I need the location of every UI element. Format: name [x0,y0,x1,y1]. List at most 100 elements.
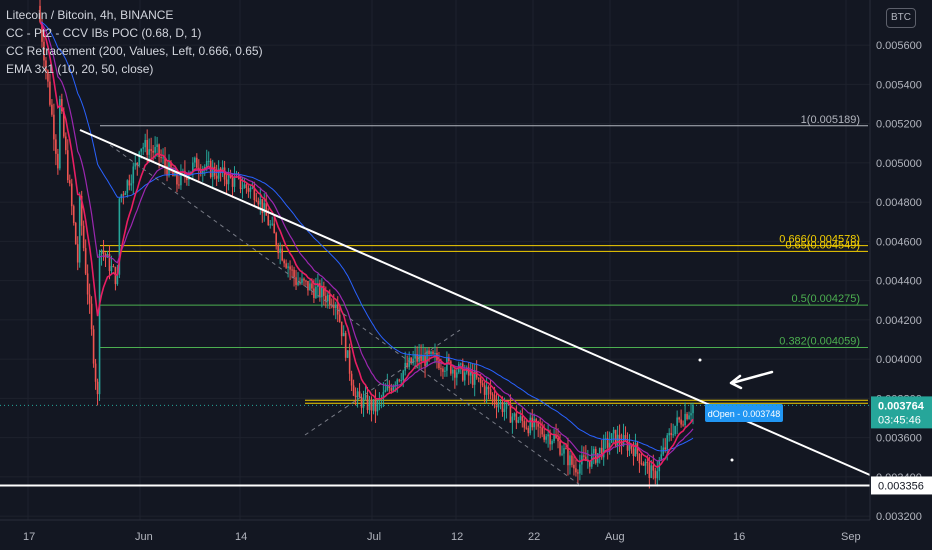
support-price-box [871,476,932,495]
arrow-head-icon [729,374,743,390]
candle-body [255,200,258,202]
candle-body [267,215,270,226]
x-tick-label: 16 [733,531,745,543]
candle-body [275,233,277,246]
candle-body [519,416,522,421]
candle-body [199,170,202,174]
candle-body [563,448,565,454]
candle-body [523,421,526,428]
candle-body [600,447,603,458]
candle-body [598,447,601,454]
candle-body [561,453,563,455]
candle-body [98,253,101,395]
candle-body [84,248,87,274]
time-axis[interactable]: 17 Jun 14 Jul 12 22 Aug 16 Sep [0,519,870,543]
candle-body [68,180,71,184]
candle-body [309,283,311,291]
candle-body [196,157,198,168]
candle-body [525,427,528,429]
candle-body [303,278,305,281]
candle-body [239,176,242,189]
candle-body [154,147,156,153]
candle-body [305,280,307,282]
price-axis[interactable]: 0.005600 0.005400 0.005200 0.005000 0.004800… [869,0,932,523]
candle-body [176,171,178,185]
candle-body [273,223,276,234]
candle-body [684,413,686,426]
candle-body [450,361,452,374]
candle-body [592,449,595,454]
candle-body [652,465,655,471]
candle-body [483,385,486,395]
candle-body [654,470,657,479]
arrow-icon [730,370,774,385]
candle-body [225,179,228,185]
candle-body [630,444,633,449]
candle-body [577,472,579,474]
indicator-retracement-label[interactable]: CC Retracement (200, Values, Left, 0.666… [6,44,263,58]
candle-body [102,250,105,254]
candle-body [541,427,543,435]
candle-body [124,192,127,196]
candle-body [249,188,252,192]
candle-body [583,455,585,457]
candle-body [537,421,539,427]
currency-badge[interactable]: BTC [886,8,916,28]
candle-body [231,177,234,187]
candle-body [529,417,532,434]
candle-body [138,151,141,166]
candle-body [269,224,272,226]
candle-body [55,139,57,154]
candle-body [160,157,162,159]
candle-body [368,399,371,410]
candle-body [360,397,363,408]
candle-body [678,417,680,420]
candle-body [352,385,355,396]
y-tick-label: 0.005000 [876,158,922,170]
candle-body [378,398,381,401]
candle-body [463,372,466,381]
indicator-poc-label[interactable]: CC - Pt2 - CCV IBs POC (0.68, D, 1) [6,26,202,40]
y-tick-label: 0.004400 [876,276,922,288]
candle-body [456,372,458,378]
candle-body [66,150,69,181]
candle-body [642,463,645,466]
candle-body [88,294,91,304]
fib-level-label: 0.5(0.004275) [792,293,861,305]
candle-body [217,168,220,179]
candle-body [533,419,536,428]
symbol-title[interactable]: Litecoin / Bitcoin, 4h, BINANCE [6,8,174,22]
candle-body [132,166,135,184]
countdown-label: 03:45:46 [878,414,921,426]
fibonacci-retracement: 1(0.005189) 0.666(0.004578)0.65(0.004549)… [100,114,868,404]
candle-body [388,385,391,389]
candle-body [53,114,55,140]
candle-body [551,441,553,445]
indicator-ema-label[interactable]: EMA 3x1 (10, 20, 50, close) [6,62,154,76]
candle-body [356,391,359,398]
candle-body [585,456,587,461]
fib-level-label: 0.65(0.004549) [785,239,860,251]
y-tick-label: 0.004800 [876,197,922,209]
candle-body [565,448,567,450]
candle-body [620,443,623,446]
candle-body [354,395,357,398]
candle-body [156,144,158,148]
candle-body [346,350,349,358]
candle-body [39,5,41,22]
candle-body [571,455,573,465]
candle-body [348,350,351,374]
candle-body [285,263,287,268]
marker-dot [730,458,734,462]
candle-body [233,177,236,187]
x-tick-label: 14 [235,531,247,543]
candle-body [610,433,613,443]
support-price-label: 0.003356 [878,480,924,492]
candle-body [632,448,635,457]
candle-body [47,70,49,82]
candle-body [257,201,260,205]
candle-body [259,199,262,205]
candle-body [65,136,67,151]
